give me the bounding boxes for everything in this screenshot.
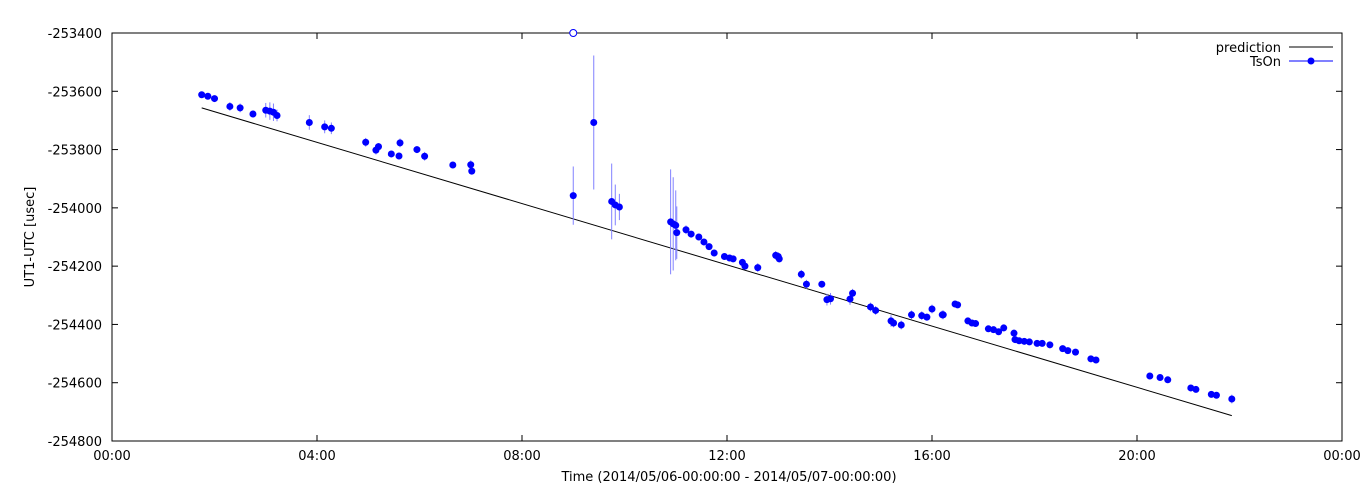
data-point xyxy=(1072,348,1079,356)
y-tick-label: -254200 xyxy=(48,260,102,275)
data-point xyxy=(1038,339,1046,347)
legend-label-prediction: prediction xyxy=(1216,41,1281,56)
data-point xyxy=(226,102,234,110)
data-point xyxy=(1212,391,1220,399)
data-point xyxy=(995,328,1003,336)
data-point xyxy=(710,249,718,257)
x-axis: 00:00 04:00 08:00 12:00 16:00 20:00 00:00 xyxy=(93,33,1361,464)
x-tick-label: 00:00 xyxy=(93,449,130,464)
data-point xyxy=(204,92,212,100)
data-point xyxy=(375,143,382,151)
data-point xyxy=(695,233,703,241)
data-point xyxy=(236,104,244,112)
data-point xyxy=(395,152,403,160)
data-point xyxy=(741,262,749,270)
y-tick-label: -253600 xyxy=(48,85,102,100)
data-point xyxy=(972,320,980,328)
y-tick-label: -254400 xyxy=(48,318,102,333)
legend: prediction TsOn xyxy=(1216,41,1333,70)
x-tick-label: 16:00 xyxy=(913,449,950,464)
data-point xyxy=(729,255,737,263)
data-point xyxy=(1228,395,1236,403)
data-point xyxy=(273,111,281,119)
data-point xyxy=(954,301,962,309)
data-point xyxy=(1033,339,1041,347)
x-tick-label: 20:00 xyxy=(1118,449,1155,464)
data-point xyxy=(1020,337,1028,345)
data-point xyxy=(396,139,404,147)
data-point xyxy=(797,270,805,278)
data-point xyxy=(818,280,826,288)
data-point xyxy=(198,91,206,99)
data-point xyxy=(1146,372,1154,380)
data-point xyxy=(754,264,762,272)
prediction-line xyxy=(201,107,1232,417)
data-point xyxy=(890,319,898,327)
y-tick-label: -253400 xyxy=(48,27,102,42)
data-point xyxy=(467,161,475,169)
data-point xyxy=(1092,356,1100,364)
y-tick-label: -254800 xyxy=(48,435,102,450)
data-point xyxy=(1192,385,1200,393)
data-point xyxy=(939,311,947,319)
data-point xyxy=(687,230,695,238)
y-tick-label: -254600 xyxy=(48,377,102,392)
data-point xyxy=(305,118,313,126)
data-point xyxy=(1156,373,1164,381)
data-point xyxy=(673,229,681,237)
x-axis-title: Time (2014/05/06-00:00:00 - 2014/05/07-0… xyxy=(560,470,896,485)
data-point xyxy=(421,152,429,160)
data-point xyxy=(705,243,713,251)
x-tick-label: 12:00 xyxy=(708,449,745,464)
data-point xyxy=(923,313,931,321)
y-axis: -253400 -253600 -253800 -254000 -254200 -2544… xyxy=(48,27,1342,450)
legend-label-tson: TsOn xyxy=(1249,55,1281,70)
data-point xyxy=(211,95,218,103)
data-point xyxy=(615,203,623,211)
data-point xyxy=(449,161,457,169)
data-point xyxy=(569,192,577,200)
y-tick-label: -254000 xyxy=(48,202,102,217)
data-point xyxy=(590,118,598,126)
data-point xyxy=(897,321,905,329)
data-point xyxy=(846,295,854,303)
data-point xyxy=(1000,324,1008,332)
x-tick-label: 08:00 xyxy=(503,449,540,464)
data-point xyxy=(802,280,810,288)
data-point xyxy=(928,305,936,313)
data-point xyxy=(1025,338,1033,346)
legend-swatch-tson-point xyxy=(1307,57,1315,65)
data-point xyxy=(867,303,874,311)
data-point xyxy=(827,295,835,303)
data-point xyxy=(1015,337,1023,345)
data-point xyxy=(1010,329,1018,337)
data-point xyxy=(872,306,880,314)
data-point xyxy=(1046,341,1054,349)
data-point xyxy=(700,238,708,246)
data-point xyxy=(249,110,257,118)
data-point xyxy=(672,221,680,229)
data-point xyxy=(849,289,857,297)
prediction-series xyxy=(201,107,1232,417)
data-point xyxy=(1064,347,1072,355)
data-point xyxy=(362,138,370,146)
data-point xyxy=(321,123,329,131)
data-point xyxy=(1164,376,1172,384)
data-point xyxy=(413,146,421,154)
x-tick-label: 04:00 xyxy=(298,449,335,464)
data-point xyxy=(387,150,395,158)
x-tick-label: 00:00 xyxy=(1323,449,1360,464)
data-point xyxy=(468,167,476,175)
data-point xyxy=(908,311,915,319)
y-axis-title: UT1-UTC [usec] xyxy=(23,187,38,288)
y-tick-label: -253800 xyxy=(48,144,102,159)
data-point xyxy=(682,226,690,234)
data-point xyxy=(775,255,783,263)
tson-series xyxy=(198,29,1236,403)
data-point-offscale xyxy=(569,29,578,37)
data-point xyxy=(327,124,335,132)
